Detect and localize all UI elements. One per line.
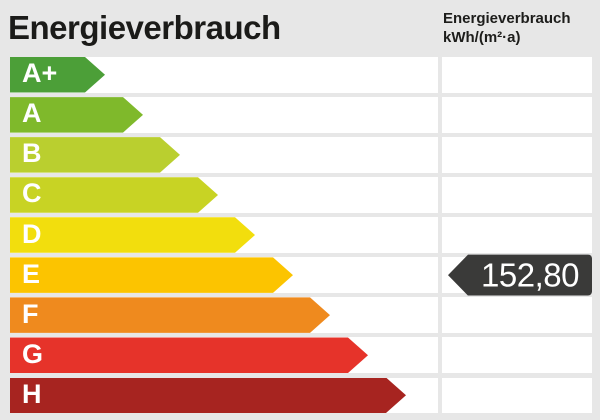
class-bar: D [10,217,255,253]
unit-header: Energieverbrauch kWh/(m²·a) [443,9,571,47]
unit-header-line2: kWh/(m²·a) [443,29,521,46]
class-bar: F [10,297,330,333]
class-bar: B [10,137,180,173]
class-letter: E [22,258,41,289]
page-title: Energieverbrauch [8,9,281,46]
scale-row: A+ [10,57,592,93]
value-column-divider [438,57,442,413]
unit-header-line1: Energieverbrauch [443,10,571,27]
class-bar: A [10,97,143,133]
class-bar: A+ [10,57,105,93]
class-bar: C [10,177,218,213]
scale-row: E 152,80 [10,254,592,296]
scale-row: A [10,97,592,133]
scale-row: H [10,377,592,414]
pointer-value: 152,80 [481,256,579,294]
scale-row: C [10,177,592,213]
class-letter: G [22,338,44,369]
scale-rows: A+ A B C D E 152,80 F G H [10,57,592,413]
scale-row: G [10,337,592,373]
class-letter: A [22,98,42,129]
class-bar: H [10,378,406,414]
class-letter: H [22,378,42,409]
class-letter: D [22,218,42,249]
class-letter: B [22,138,42,169]
class-letter: F [22,298,39,329]
scale-row: F [10,297,592,333]
value-pointer: 152,80 [448,254,592,296]
class-letter: C [22,178,42,209]
scale-row: B [10,137,592,173]
class-letter: A+ [22,58,58,89]
scale-row: D [10,217,592,253]
class-bar: E [10,257,293,293]
class-bar: G [10,337,368,373]
